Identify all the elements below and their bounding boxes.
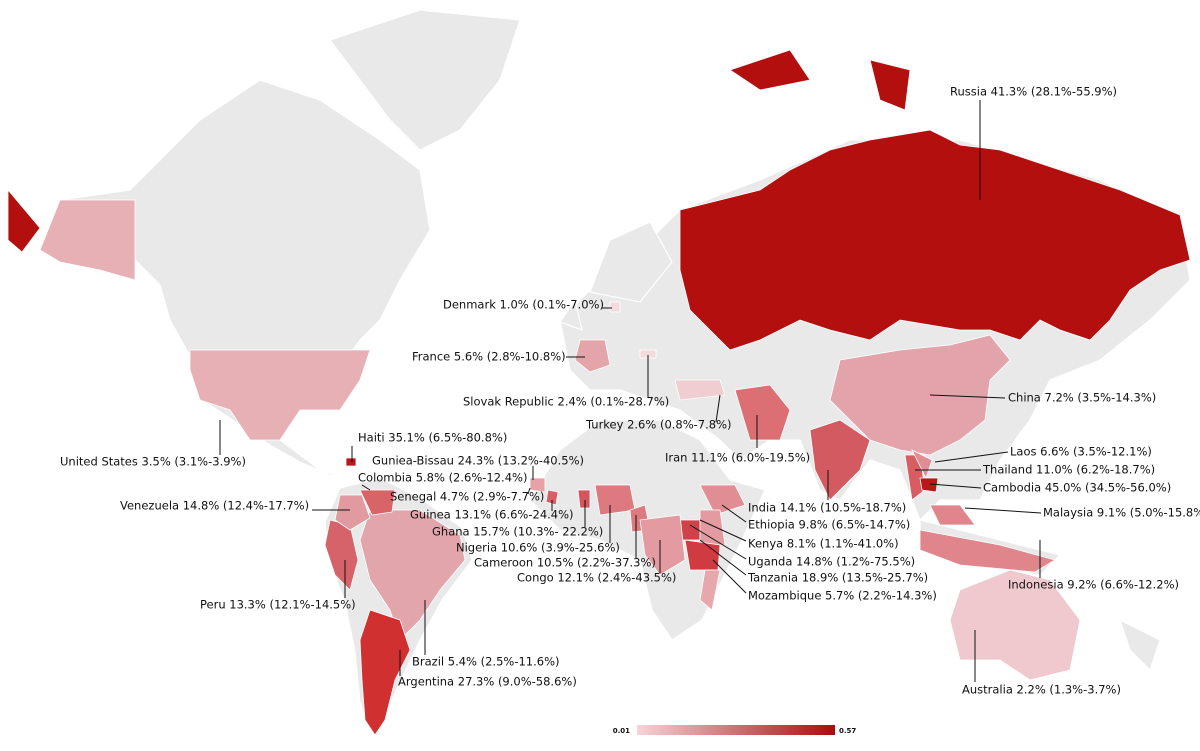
legend-max: 0.57 [839,727,856,735]
country-label: Cambodia 45.0% (34.5%-56.0%) [983,481,1171,495]
russia [679,129,1191,351]
leader-line [361,484,371,491]
country-label: Senegal 4.7% (2.9%-7.7%) [390,490,544,504]
country-label: India 14.1% (10.5%-18.7%) [748,501,906,515]
country-label: Nigeria 10.6% (3.9%-25.6%) [456,541,620,555]
russia-islands [869,59,911,111]
denmark [609,301,621,313]
cambodia [919,477,939,493]
ghana [577,489,591,509]
leader-line [929,394,1006,399]
china [829,334,1011,456]
highlighted-countries [7,49,1191,736]
russia-islands [729,49,811,91]
iran [734,384,791,441]
kenya [699,509,726,546]
australia [949,569,1081,681]
leader-line [715,394,721,423]
country-label: Haiti 35.1% (6.5%-80.8%) [358,431,507,445]
leader-line [964,507,1042,514]
country-label: Mozambique 5.7% (2.2%-14.3%) [748,589,937,603]
annotations: Russia 41.3% (28.1%-55.9%) Denmark 1.0% (… [60,85,1200,697]
country-label: Denmark 1.0% (0.1%-7.0%) [443,298,604,312]
leader-line [699,539,747,576]
country-label: Turkey 2.6% (0.8%-7.8%) [585,418,732,432]
country-label: Iran 11.1% (6.0%-19.5%) [665,451,810,465]
leader-line [934,451,1009,463]
country-label: Uganda 14.8% (1.2%-75.5%) [748,555,915,569]
country-label: Congo 12.1% (2.4%-43.5%) [517,571,676,585]
slovak-republic [639,349,657,359]
legend-min: 0.01 [613,727,630,735]
country-label: Guinea 13.1% (6.6%-24.4%) [410,508,574,522]
mozambique [699,569,721,611]
uganda [679,519,701,541]
senegal [529,477,546,493]
brazil [359,509,466,641]
country-label: United States 3.5% (3.1%-3.9%) [60,455,246,469]
colombia [334,494,371,531]
congo [639,514,686,576]
country-label: Cameroon 10.5% (2.2%-37.3%) [474,556,656,570]
ethiopia [699,484,746,516]
nigeria [594,484,636,516]
tanzania [684,539,721,571]
haiti [345,457,357,467]
country-label: Guniea-Bissau 24.3% (13.2%-40.5%) [372,454,584,468]
russia-east [7,188,41,253]
alaska [39,199,136,281]
leader-line [699,519,747,542]
country-label: Brazil 5.4% (2.5%-11.6%) [412,655,560,669]
country-label: Indonesia 9.2% (6.6%-12.2%) [1008,578,1179,592]
country-label: Ghana 15.7% (10.3%- 22.2%) [432,525,603,539]
country-label: China 7.2% (3.5%-14.3%) [1008,391,1156,405]
leader-line [721,504,747,523]
legend-gradient [637,725,835,735]
country-label: Argentina 27.3% (9.0%-58.6%) [398,675,577,689]
country-label: Venezuela 14.8% (12.4%-17.7%) [120,499,309,513]
country-label: Russia 41.3% (28.1%-55.9%) [950,85,1117,99]
country-label: Colombia 5.8% (2.6%-12.4%) [358,471,527,485]
country-label: France 5.6% (2.8%-10.8%) [412,350,566,364]
leader-line [527,487,531,495]
united-states [189,349,371,441]
indonesia [919,529,1057,573]
leader-line [712,559,747,594]
leader-line [689,524,747,560]
country-label: Ethiopia 9.8% (6.5%-14.7%) [748,518,910,532]
country-label: Kenya 8.1% (1.1%-41.0%) [748,537,899,551]
turkey [674,379,726,401]
guinea [545,489,559,506]
laos [911,449,933,480]
venezuela [359,489,396,516]
country-label: Slovak Republic 2.4% (0.1%-28.7%) [463,395,669,409]
country-label: Laos 6.6% (3.5%-12.1%) [1010,445,1152,459]
leader-line [929,483,982,489]
malaysia [929,504,976,526]
country-label: Australia 2.2% (1.3%-3.7%) [962,683,1121,697]
country-label: Thailand 11.0% (6.2%-18.7%) [982,463,1155,477]
country-label: Peru 13.3% (12.1%-14.5%) [200,598,356,612]
country-label: Tanzania 18.9% (13.5%-25.7%) [747,571,928,585]
india [809,419,871,501]
argentina [359,609,411,736]
country-label: Malaysia 9.1% (5.0%-15.8%) [1043,506,1200,520]
